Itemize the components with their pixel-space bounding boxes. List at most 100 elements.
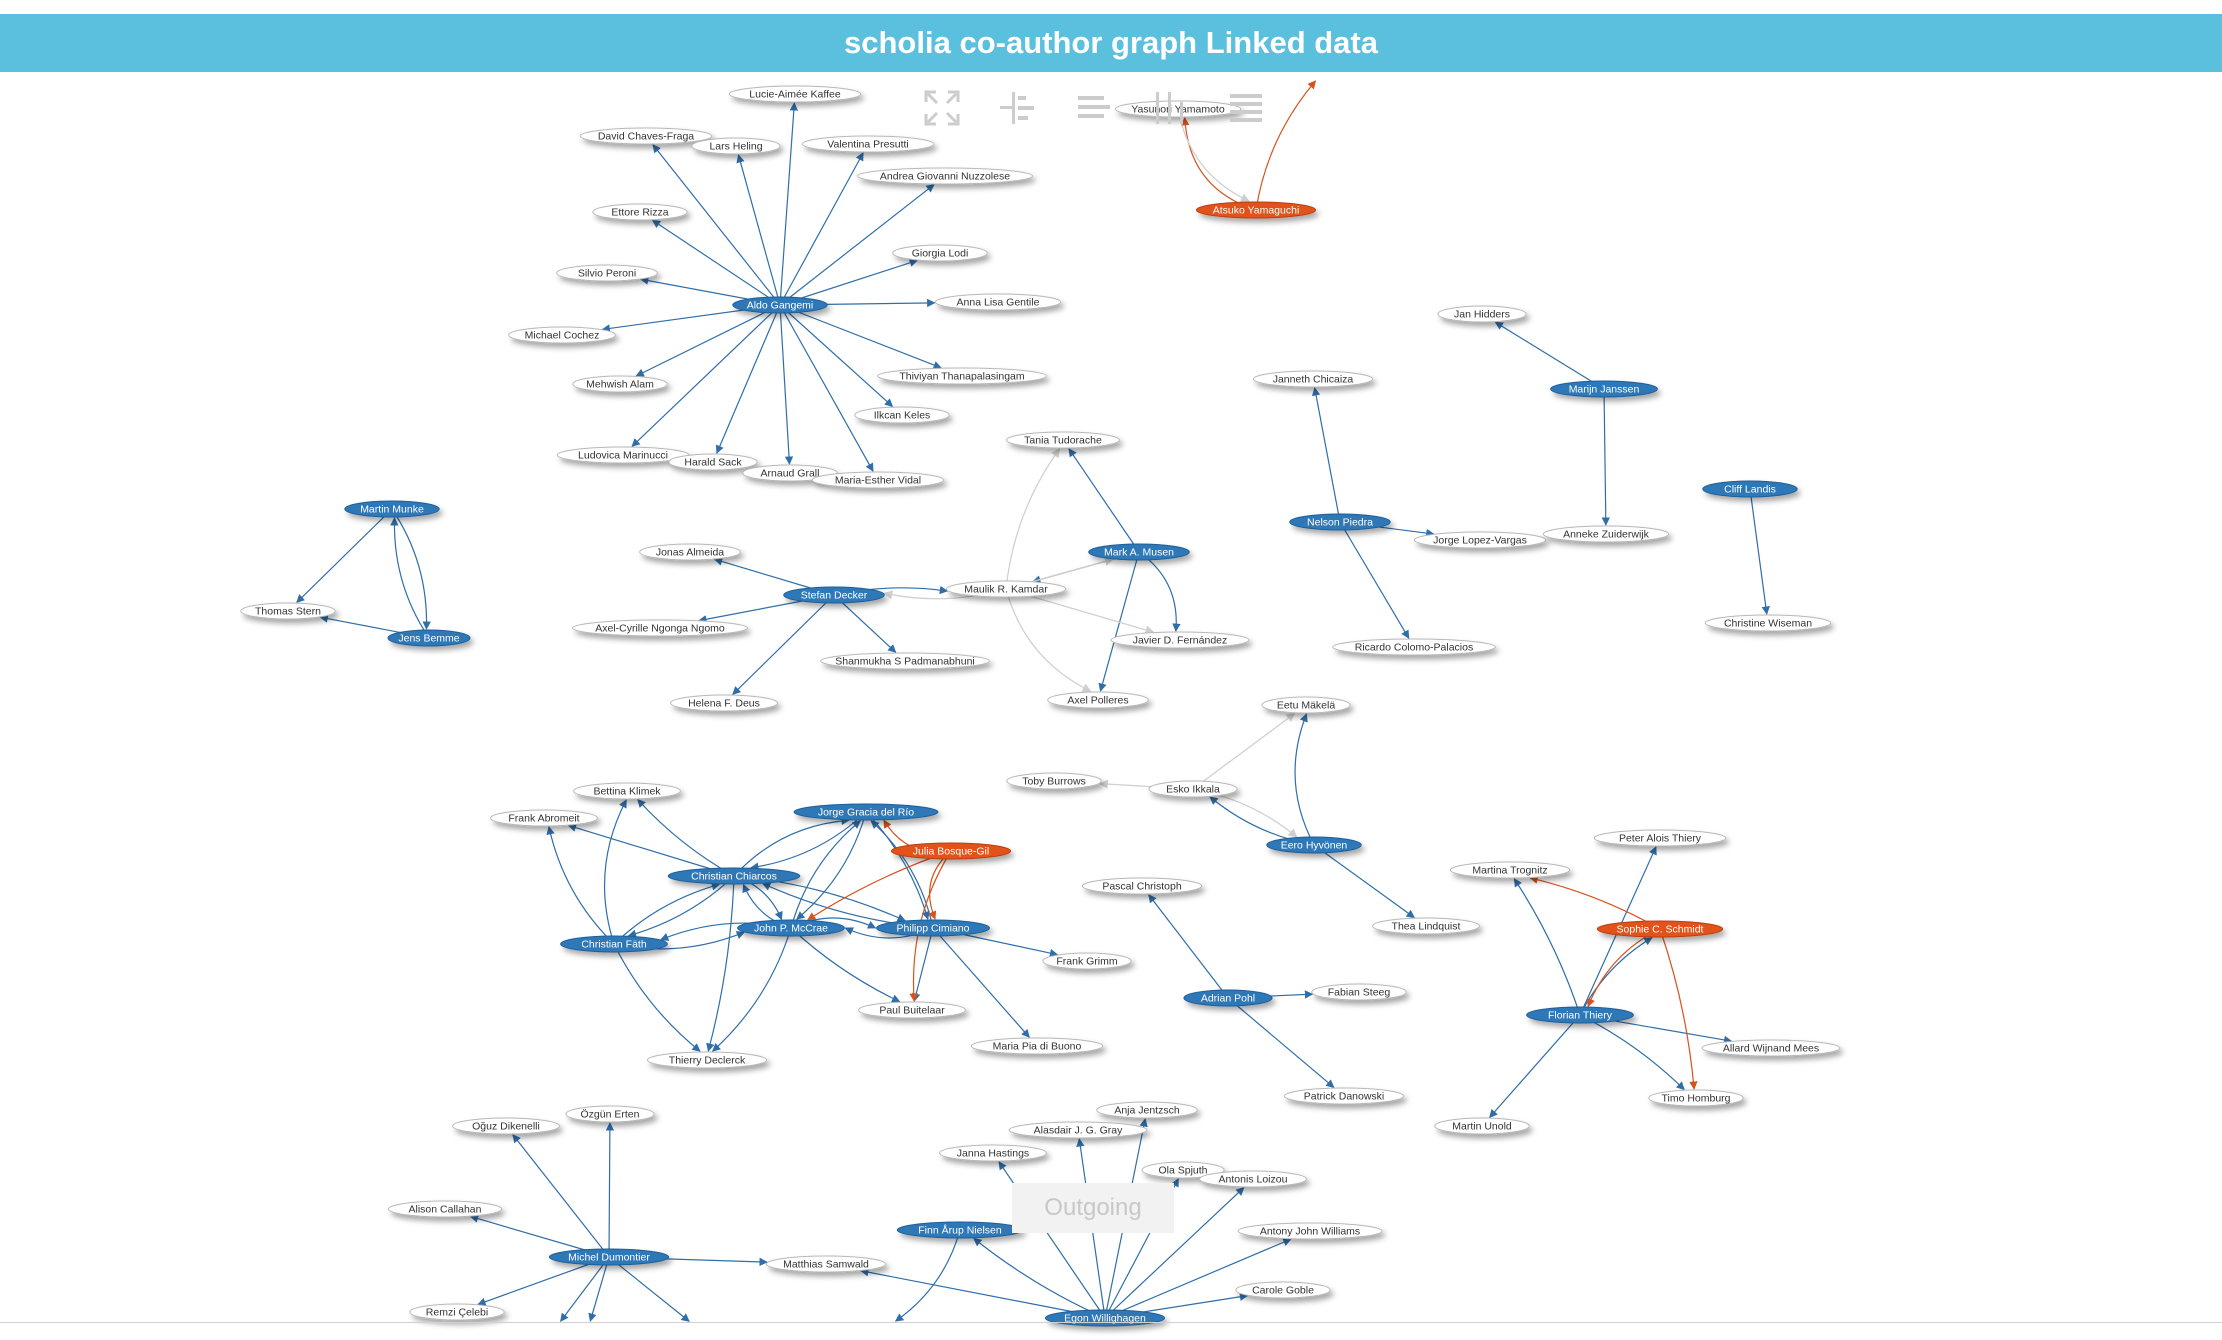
node-shape-maulik[interactable] xyxy=(945,580,1067,598)
list-icon[interactable] xyxy=(1226,88,1266,128)
node-eetu[interactable]: Eetu Mäkelä xyxy=(1261,696,1351,714)
node-thomas[interactable]: Thomas Stern xyxy=(240,602,336,620)
node-atsuko[interactable]: Atsuko Yamaguchi xyxy=(1195,201,1317,219)
node-sophie[interactable]: Sophie C. Schmidt xyxy=(1596,920,1724,938)
node-shape-timo[interactable] xyxy=(1648,1089,1744,1107)
node-shape-martinu[interactable] xyxy=(1434,1117,1530,1135)
node-axelcyrille[interactable]: Axel-Cyrille Ngonga Ngomo xyxy=(572,619,748,637)
node-david[interactable]: David Chaves-Fraga xyxy=(579,127,713,145)
node-shape-ricardo[interactable] xyxy=(1332,638,1496,656)
node-shape-sophie[interactable] xyxy=(1596,920,1724,938)
node-adrian[interactable]: Adrian Pohl xyxy=(1183,989,1273,1007)
node-shape-thiviyan[interactable] xyxy=(877,367,1047,385)
node-finn[interactable]: Finn Årup Nielsen xyxy=(896,1221,1024,1239)
node-shape-bettina[interactable] xyxy=(573,782,681,800)
node-fabian[interactable]: Fabian Steeg xyxy=(1311,983,1407,1001)
node-shape-mariaesther[interactable] xyxy=(811,471,945,489)
node-alison[interactable]: Alison Callahan xyxy=(388,1200,502,1218)
node-shape-andrea[interactable] xyxy=(857,167,1033,185)
node-shape-antony[interactable] xyxy=(1237,1222,1383,1240)
node-shape-aldo[interactable] xyxy=(732,296,828,314)
node-shape-mccrae[interactable] xyxy=(737,919,845,937)
node-shape-jan[interactable] xyxy=(1437,305,1527,323)
node-annalisa[interactable]: Anna Lisa Gentile xyxy=(934,293,1062,311)
node-shape-martinm[interactable] xyxy=(344,500,440,518)
node-christianc[interactable]: Christian Chiarcos xyxy=(667,867,801,885)
node-tania[interactable]: Tania Tudorache xyxy=(1006,431,1120,449)
node-shape-eetu[interactable] xyxy=(1261,696,1351,714)
node-jan[interactable]: Jan Hidders xyxy=(1437,305,1527,323)
node-mccrae[interactable]: John P. McCrae xyxy=(737,919,845,937)
node-shape-ettore[interactable] xyxy=(592,203,688,221)
node-maulik[interactable]: Maulik R. Kamdar xyxy=(945,580,1067,598)
node-shape-paul[interactable] xyxy=(858,1001,966,1019)
node-helena[interactable]: Helena F. Deus xyxy=(670,694,778,712)
node-jorgegr[interactable]: Jorge Gracia del Río xyxy=(793,803,939,821)
node-ilkcan[interactable]: Ilkcan Keles xyxy=(854,406,950,424)
node-stefan[interactable]: Stefan Decker xyxy=(783,586,885,604)
node-timo[interactable]: Timo Homburg xyxy=(1648,1089,1744,1107)
node-christinew[interactable]: Christine Wiseman xyxy=(1704,614,1832,632)
node-carole[interactable]: Carole Goble xyxy=(1235,1281,1331,1299)
node-shape-christianc[interactable] xyxy=(667,867,801,885)
node-shape-nelson[interactable] xyxy=(1289,513,1391,531)
node-shape-mehwish[interactable] xyxy=(572,375,668,393)
node-esko[interactable]: Esko Ikkala xyxy=(1148,780,1238,798)
node-shape-tania[interactable] xyxy=(1006,431,1120,449)
node-martinu[interactable]: Martin Unold xyxy=(1434,1117,1530,1135)
node-shape-peter[interactable] xyxy=(1593,829,1727,847)
node-shape-thierry[interactable] xyxy=(646,1051,768,1069)
node-shape-valentina[interactable] xyxy=(801,135,935,153)
node-shape-axelp[interactable] xyxy=(1047,691,1149,709)
node-janna[interactable]: Janna Hastings xyxy=(939,1144,1047,1162)
node-lars[interactable]: Lars Heling xyxy=(691,137,781,155)
node-bettina[interactable]: Bettina Klimek xyxy=(573,782,681,800)
node-shape-florian[interactable] xyxy=(1526,1006,1634,1024)
node-shape-frank[interactable] xyxy=(490,809,598,827)
node-andrea[interactable]: Andrea Giovanni Nuzzolese xyxy=(857,167,1033,185)
node-shape-giorgia[interactable] xyxy=(892,244,988,262)
node-eero[interactable]: Eero Hyvönen xyxy=(1266,836,1362,854)
node-aldo[interactable]: Aldo Gangemi xyxy=(732,296,828,314)
node-pascal[interactable]: Pascal Christoph xyxy=(1081,877,1203,895)
node-allard[interactable]: Allard Wijnand Mees xyxy=(1701,1039,1841,1057)
node-shape-christianf[interactable] xyxy=(560,935,668,953)
node-paul[interactable]: Paul Buitelaar xyxy=(858,1001,966,1019)
node-cliff[interactable]: Cliff Landis xyxy=(1702,480,1798,498)
node-shape-christinew[interactable] xyxy=(1704,614,1832,632)
node-shape-jorgelv[interactable] xyxy=(1413,531,1547,549)
node-ola[interactable]: Ola Spjuth xyxy=(1141,1161,1225,1179)
node-ozgun[interactable]: Özgün Erten xyxy=(565,1105,655,1123)
columns-icon[interactable] xyxy=(1150,88,1190,128)
node-axelp[interactable]: Axel Polleres xyxy=(1047,691,1149,709)
node-yasunori[interactable]: Yasunori Yamamoto xyxy=(1114,100,1242,118)
node-matthias[interactable]: Matthias Samwald xyxy=(765,1255,887,1273)
node-shape-patrick[interactable] xyxy=(1283,1087,1405,1105)
node-shape-jens[interactable] xyxy=(387,629,471,647)
node-shape-lucie[interactable] xyxy=(728,85,862,103)
node-shape-mariapia[interactable] xyxy=(970,1037,1104,1055)
node-mariapia[interactable]: Maria Pia di Buono xyxy=(970,1037,1104,1055)
node-shape-jorgegr[interactable] xyxy=(793,803,939,821)
node-jorgelv[interactable]: Jorge Lopez-Vargas xyxy=(1413,531,1547,549)
node-shape-adrian[interactable] xyxy=(1183,989,1273,1007)
node-shape-musen[interactable] xyxy=(1088,543,1190,561)
node-mariaesther[interactable]: Maria-Esther Vidal xyxy=(811,471,945,489)
node-shape-lars[interactable] xyxy=(691,137,781,155)
node-patrick[interactable]: Patrick Danowski xyxy=(1283,1087,1405,1105)
fullscreen-icon[interactable] xyxy=(922,88,962,128)
node-antony[interactable]: Antony John Williams xyxy=(1237,1222,1383,1240)
node-shape-anneke[interactable] xyxy=(1542,525,1670,543)
node-shape-esko[interactable] xyxy=(1148,780,1238,798)
node-shape-silvio[interactable] xyxy=(556,264,658,282)
node-jens[interactable]: Jens Bemme xyxy=(387,629,471,647)
node-anneke[interactable]: Anneke Zuiderwijk xyxy=(1542,525,1670,543)
node-shape-cliff[interactable] xyxy=(1702,480,1798,498)
node-peter[interactable]: Peter Alois Thiery xyxy=(1593,829,1727,847)
node-alasdair[interactable]: Alasdair J. G. Gray xyxy=(1008,1121,1148,1139)
node-michel[interactable]: Michel Dumontier xyxy=(548,1248,670,1266)
node-shape-antonis[interactable] xyxy=(1199,1170,1307,1188)
node-shape-matthias[interactable] xyxy=(765,1255,887,1273)
node-shape-ilkcan[interactable] xyxy=(854,406,950,424)
node-antonis[interactable]: Antonis Loizou xyxy=(1199,1170,1307,1188)
